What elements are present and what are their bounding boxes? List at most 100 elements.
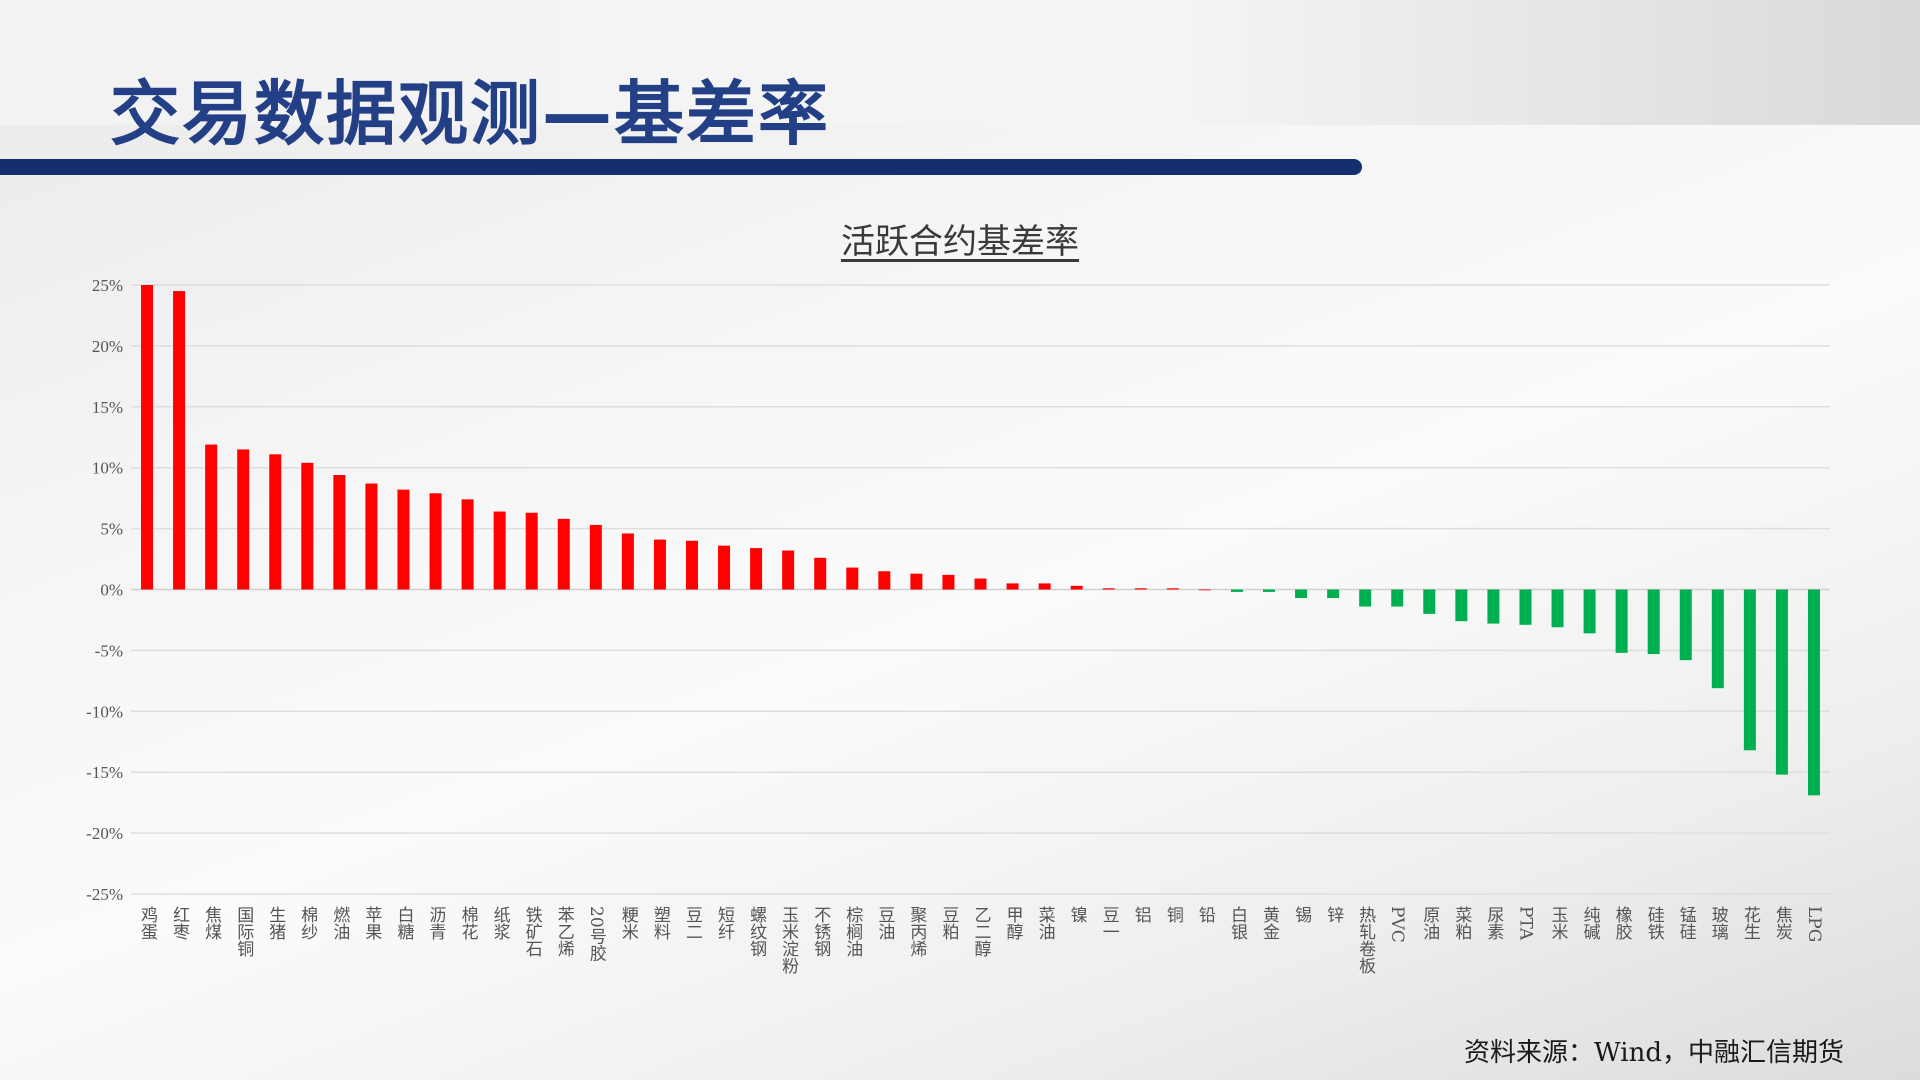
bar: [1647, 589, 1660, 655]
y-tick-label: 10%: [92, 459, 123, 478]
x-tick-label: 铅: [1195, 906, 1216, 923]
bar: [365, 483, 378, 590]
bar: [589, 524, 602, 590]
x-tick-label: 鸡蛋: [137, 906, 158, 941]
bar: [1455, 589, 1468, 622]
bar: [1615, 589, 1628, 653]
x-tick-label: PVC: [1387, 906, 1407, 943]
y-tick-label: 25%: [92, 276, 123, 295]
x-tick-label: 铝: [1131, 906, 1152, 923]
x-tick-label: 纸浆: [490, 906, 511, 940]
bar: [493, 511, 506, 590]
x-tick-label: 铜: [1163, 906, 1184, 924]
chart-title: 活跃合约基差率: [841, 222, 1079, 262]
bar: [974, 578, 987, 590]
bar: [1391, 589, 1404, 607]
bar: [525, 512, 538, 590]
x-tick-label: 豆粕: [938, 906, 959, 940]
bar: [1711, 589, 1724, 689]
x-tick-label: 豆二: [682, 906, 703, 940]
bar: [1230, 589, 1243, 592]
bar: [718, 545, 731, 590]
bar: [750, 548, 763, 590]
bar: [237, 449, 250, 590]
bar: [1166, 588, 1179, 590]
bar: [1487, 589, 1500, 624]
bar: [1519, 589, 1532, 625]
bar: [910, 573, 923, 590]
x-tick-label: 黄金: [1259, 906, 1280, 940]
bar: [685, 540, 698, 590]
bar: [557, 518, 570, 590]
x-tick-label: 原油: [1419, 906, 1440, 940]
bar: [333, 475, 346, 590]
x-tick-label: 玻璃: [1708, 906, 1729, 941]
x-tick-label: 菜油: [1035, 906, 1056, 940]
x-tick-label: 花生: [1740, 906, 1761, 940]
x-tick-label: 苹果: [361, 906, 382, 940]
bar: [205, 444, 218, 590]
x-tick-label: 铁矿石: [522, 906, 543, 957]
x-tick-label: 白银: [1227, 906, 1248, 940]
x-tick-label: 苯乙烯: [554, 906, 575, 957]
bar: [397, 489, 410, 590]
x-tick-label: 螺纹钢: [746, 906, 767, 957]
x-tick-label: 白糖: [393, 906, 414, 940]
x-tick-label: 聚丙烯: [906, 906, 927, 957]
x-tick-label: 乙二醇: [971, 906, 992, 957]
bar: [1807, 589, 1820, 796]
x-tick-label: 硅铁: [1644, 906, 1665, 940]
x-tick-label: 燃油: [329, 906, 350, 940]
x-tick-label: 豆油: [874, 906, 895, 940]
bar: [1006, 583, 1019, 590]
bar: [878, 571, 891, 590]
x-tick-label: 锡: [1291, 906, 1312, 924]
bar: [269, 454, 282, 590]
page-title: 交易数据观测—基差率: [110, 73, 830, 155]
bar: [1423, 589, 1436, 614]
bar: [653, 539, 666, 590]
x-tick-label: 镍: [1067, 906, 1088, 923]
bar: [1679, 589, 1692, 661]
bar: [301, 462, 314, 590]
bar: [782, 550, 795, 590]
x-tick-label: LPG: [1804, 906, 1824, 942]
bar: [814, 557, 827, 590]
y-tick-label: 15%: [92, 398, 123, 417]
x-tick-label: 热轧卷板: [1355, 906, 1376, 974]
y-tick-label: -20%: [86, 824, 123, 843]
bar: [173, 291, 186, 590]
bar: [1295, 589, 1308, 599]
bar: [1551, 589, 1564, 628]
header-band: [0, 0, 1920, 125]
bar: [1102, 588, 1115, 590]
bar: [1775, 589, 1788, 775]
y-tick-label: -25%: [86, 885, 123, 904]
x-tick-label: 红枣: [169, 906, 190, 940]
x-tick-label: 沥青: [426, 906, 447, 941]
x-tick-label: 豆一: [1099, 906, 1120, 940]
bar: [1038, 583, 1051, 590]
x-tick-label: 20号胶: [586, 906, 607, 963]
bar: [141, 285, 154, 590]
x-tick-label: 玉米: [1548, 906, 1569, 940]
bar: [1198, 589, 1211, 591]
x-tick-label: 玉米淀粉: [778, 906, 799, 974]
bar: [429, 493, 442, 590]
x-tick-label: 纯碱: [1580, 906, 1601, 941]
x-tick-label: 粳米: [618, 906, 639, 940]
y-tick-label: -5%: [95, 641, 123, 660]
bar: [1134, 588, 1147, 590]
x-tick-label: 国际铜: [233, 906, 254, 958]
x-tick-label: 锌: [1323, 906, 1344, 923]
x-tick-label: 塑料: [650, 906, 671, 940]
x-tick-label: 锰硅: [1676, 906, 1697, 940]
x-tick-label: 焦煤: [201, 906, 222, 940]
x-tick-label: 焦炭: [1772, 906, 1793, 940]
y-tick-label: 5%: [100, 520, 123, 539]
bar: [461, 499, 474, 590]
bar: [846, 567, 859, 590]
bar: [1583, 589, 1596, 634]
x-tick-label: 棕榈油: [842, 906, 863, 957]
